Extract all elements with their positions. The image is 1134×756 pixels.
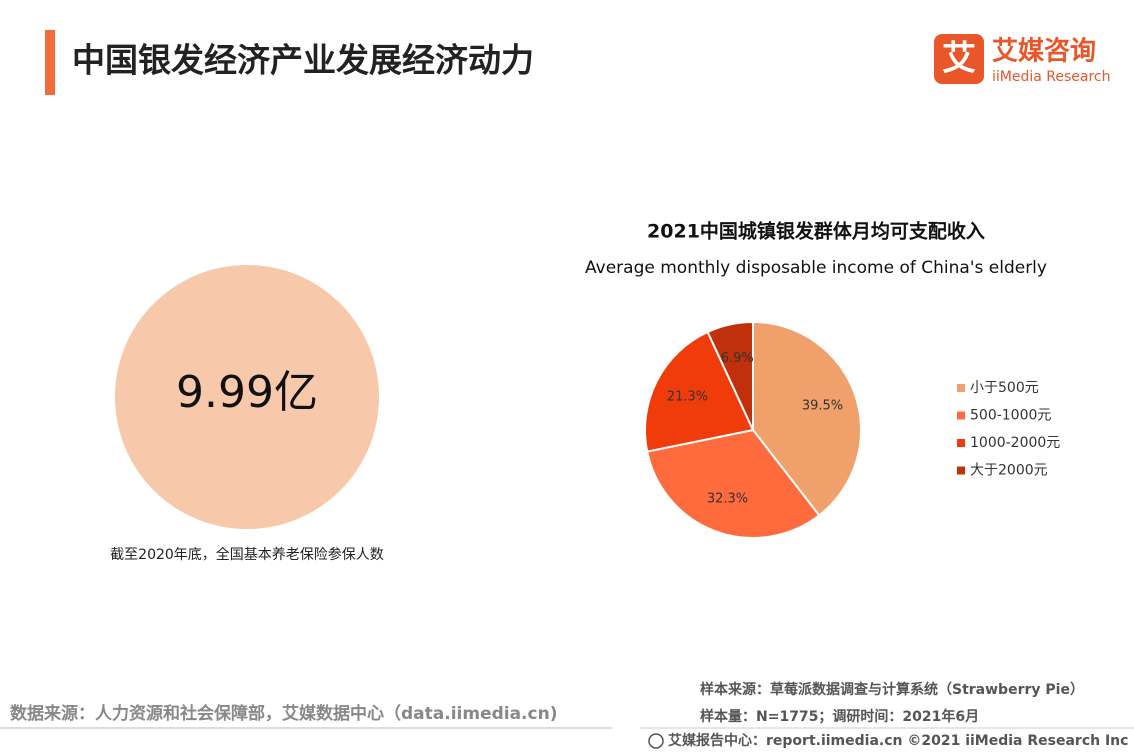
sample-source: 样本来源：草莓派数据调查与计算系统（Strawberry Pie） [700,681,1084,698]
data-source: 数据来源：人力资源和社会保障部，艾媒数据中心（data.iimedia.cn) [10,703,557,724]
pie-slice [752,320,862,517]
logo-name: 艾媒咨询 [992,36,1096,67]
logo-sub: iiMedia Research [992,69,1111,85]
pie-slice [644,330,755,453]
legend-swatch [957,384,965,392]
logo-box [934,34,984,84]
legend-label: 1000-2000元 [970,435,1060,451]
slice-label: 39.5% [802,399,843,414]
title-bar [45,30,55,95]
logo-mark: 艾 [942,39,976,79]
slice-label: 21.3% [667,389,708,404]
pie-slice [706,320,754,431]
globe-icon [648,733,664,749]
legend-swatch [957,466,965,475]
copyright: 艾媒报告中心：report.iimedia.cn ©2021 iiMedia R… [668,732,1128,749]
page-title: 中国银发经济产业发展经济动力 [72,41,534,80]
legend-label: 大于2000元 [970,463,1048,479]
stat-value: 9.99亿 [176,367,318,418]
legend-swatch [957,439,965,447]
sample-size: 样本量：N=1775；调研时间：2021年6月 [700,708,979,725]
legend-label: 小于500元 [970,380,1039,396]
stat-caption: 截至2020年底，全国基本养老保险参保人数 [110,546,384,563]
slice-label: 6.9% [721,351,754,366]
legend-swatch [957,411,965,420]
pie-slice [645,428,821,539]
legend-label: 500-1000元 [970,408,1051,424]
stat-circle [115,265,379,529]
chart-title: 2021中国城镇银发群体月均可支配收入 [647,220,985,243]
chart-subtitle: Average monthly disposable income of Chi… [585,258,1047,278]
slice-label: 32.3% [707,491,748,506]
